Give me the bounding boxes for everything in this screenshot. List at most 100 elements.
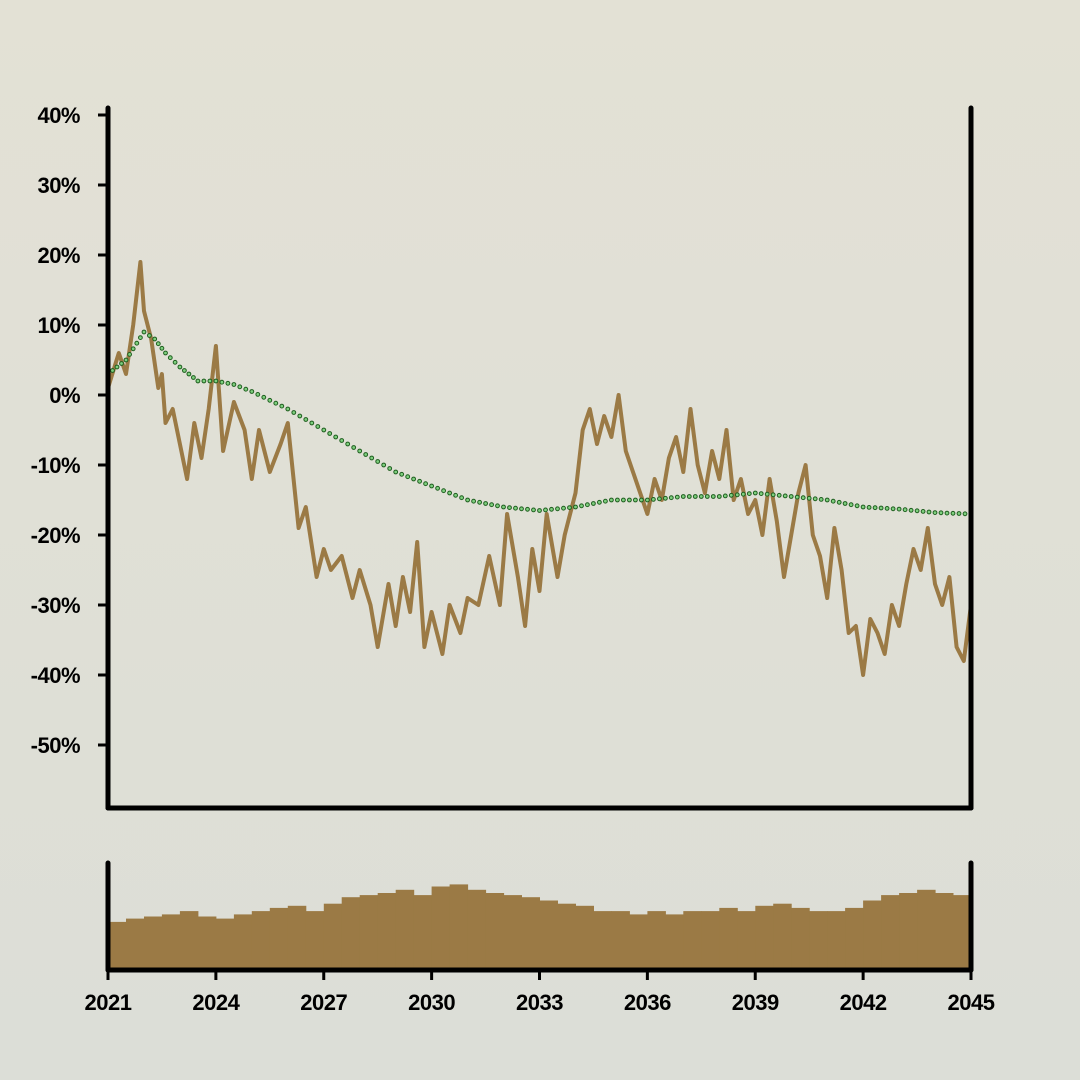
trend-point [182,368,187,373]
trend-point [375,459,381,464]
volume-bar [161,914,181,970]
trend-point [405,474,411,480]
trend-point [645,497,650,503]
trend-point [387,466,393,471]
trend-point [411,476,417,482]
trend-point [920,509,926,514]
trend-point [249,389,255,394]
trend-point [794,494,800,500]
x-tick-label: 2042 [840,990,887,1015]
trend-point [261,394,267,400]
trend-point [297,413,303,419]
trend-point [119,361,124,366]
trend-point [573,504,578,510]
volume-bar [593,911,612,970]
trend-point [549,506,554,512]
trend-point [740,491,746,497]
trend-point [818,497,824,502]
x-tick-label: 2027 [300,990,347,1015]
volume-bar [269,907,289,970]
volume-bar [665,914,684,970]
trend-point [872,505,878,511]
main-axes [105,105,974,811]
trend-point [866,505,872,510]
trend-point [609,497,614,503]
trend-point [716,494,722,499]
trend-point [603,498,608,504]
x-tick-label: 2036 [624,990,671,1015]
volume-bar [809,911,828,970]
volume-bar [197,916,217,970]
trend-point [495,503,500,509]
volume-bar [287,905,307,970]
volume-bar [503,895,522,970]
x-tick-label: 2030 [408,990,455,1015]
volume-bar [126,918,145,970]
volume-bar [863,900,882,970]
trend-point [513,505,518,511]
trend-point [483,501,489,506]
trend-point [152,336,158,342]
trend-point [393,469,399,475]
main-line-chart: 40% 30% 20% 10% 0% -10% -20% -30% -40% -50% [31,103,974,811]
trend-point [902,507,908,513]
trend-point [722,493,728,499]
trend-point [621,497,626,503]
trend-point [842,501,848,506]
volume-bar [215,918,235,970]
trend-point [327,431,333,436]
y-tick-label: 20% [37,243,80,268]
y-axis-ticks: 40% 30% 20% 10% 0% -10% -20% -30% -40% -50% [31,103,108,758]
trend-point [567,505,572,511]
trend-point [285,406,291,412]
trend-point [836,499,842,505]
x-tick-label: 2039 [732,990,779,1015]
trend-point [447,490,453,496]
trend-point [155,341,161,347]
y-tick-label: -50% [31,733,80,758]
trend-point [339,438,345,443]
trend-point [237,384,243,390]
volume-bar [413,895,433,970]
volume-bar [485,893,505,970]
trend-point [956,511,962,516]
volume-bar [341,897,361,970]
trend-point [579,503,584,509]
volume-bar [899,893,918,970]
trend-point [668,495,674,501]
trend-point [423,481,429,487]
trend-point [231,382,237,387]
volume-bar [683,911,702,970]
trend-point [345,441,351,447]
volume-bar [881,895,900,970]
trend-point [177,364,183,370]
volume-bar [611,911,630,970]
volume-bar [108,921,127,970]
volume-bar [305,911,325,970]
trend-point [357,448,363,454]
trend-point [147,333,152,338]
performance-series [106,260,973,677]
trend-point [824,497,830,503]
x-tick-label: 2021 [85,990,132,1015]
trend-point [309,420,315,426]
y-tick-label: 0% [49,383,80,408]
volume-bar [917,889,936,971]
trend-point [207,378,213,384]
trend-point [453,492,459,498]
bar-series-group [108,884,972,971]
y-tick-label: -40% [31,663,80,688]
trend-point [213,378,219,384]
trend-point [267,397,273,403]
trend-point [812,496,818,502]
trend-point [172,359,178,365]
trend-point [698,494,704,499]
y-tick-label: 30% [37,173,80,198]
trend-point [141,329,147,335]
trend-point [555,506,560,512]
trend-point [782,493,788,499]
y-tick-label: -20% [31,523,80,548]
volume-bar [737,911,756,970]
volume-bar [233,914,253,970]
